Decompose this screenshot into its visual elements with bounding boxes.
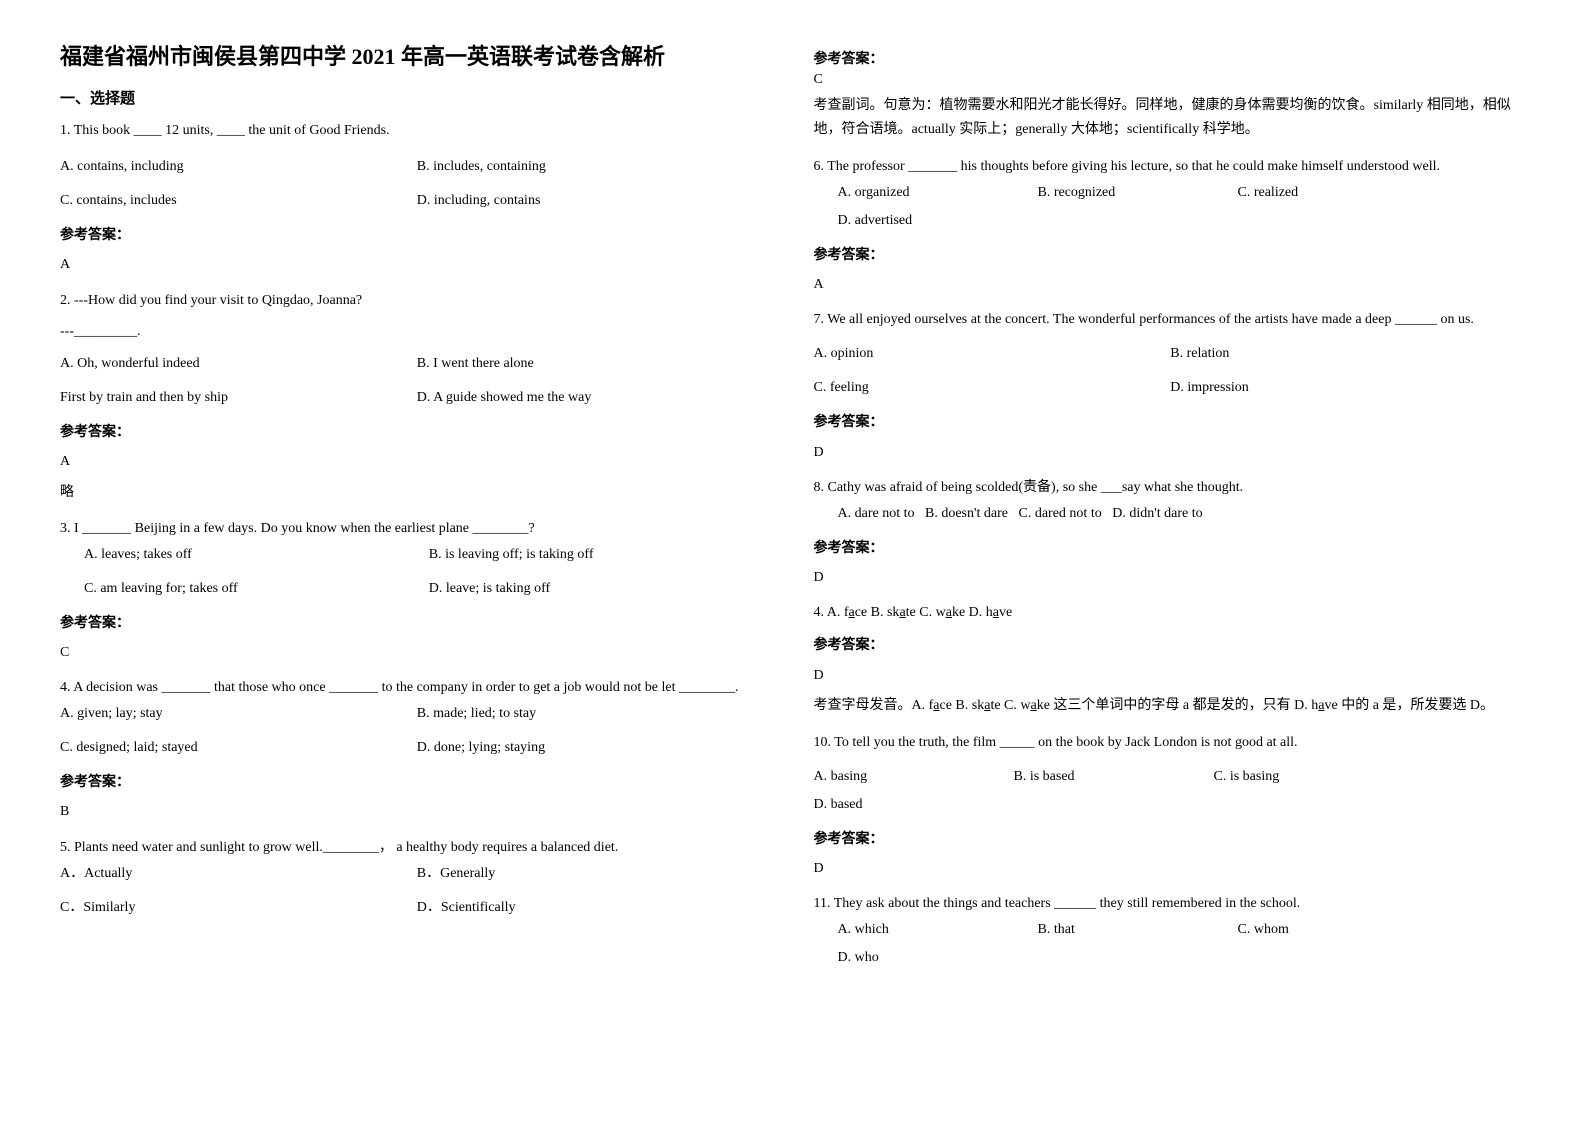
explanation: 考查副词。句意为：植物需要水和阳光才能长得好。同样地，健康的身体需要均衡的饮食。… <box>814 94 1528 142</box>
option-a: A. Oh, wonderful indeed <box>60 350 417 378</box>
question-6: 6. The professor _______ his thoughts be… <box>814 154 1528 298</box>
option-b: B. made; lied; to stay <box>417 700 774 728</box>
option-b: B. that <box>1038 916 1198 944</box>
option-a: A. given; lay; stay <box>60 700 417 728</box>
question-stem: 7. We all enjoyed ourselves at the conce… <box>814 307 1528 332</box>
option-d: D. including, contains <box>417 187 774 215</box>
answer-label: 参考答案： <box>814 827 1528 852</box>
section-heading: 一、选择题 <box>60 87 774 108</box>
answer-label: 参考答案： <box>60 611 774 636</box>
question-11: 11. They ask about the things and teache… <box>814 891 1528 972</box>
question-stem2: ---_________. <box>60 319 774 344</box>
answer-label: 参考答案： <box>814 410 1528 435</box>
option-c: C. am leaving for; takes off <box>84 575 429 603</box>
option-a: A. organized <box>838 179 998 207</box>
document-title: 福建省福州市闽侯县第四中学 2021 年高一英语联考试卷含解析 <box>60 40 774 73</box>
answer-value: A <box>60 252 774 277</box>
option-c: C. feeling <box>814 374 1171 402</box>
answer-value: D <box>814 440 1528 465</box>
option-b: B. includes, containing <box>417 153 774 181</box>
option-d: D．Scientifically <box>417 894 774 922</box>
question-9: 4. A. face B. skate C. wake D. have 参考答案… <box>814 600 1528 717</box>
option-d: D. advertised <box>838 207 998 235</box>
answer-label: 参考答案： <box>60 223 774 248</box>
option-a: A. which <box>838 916 998 944</box>
option-b: B. is leaving off; is taking off <box>429 541 774 569</box>
left-column: 福建省福州市闽侯县第四中学 2021 年高一英语联考试卷含解析 一、选择题 1.… <box>60 40 774 1082</box>
question-3: 3. I _______ Beijing in a few days. Do y… <box>60 516 774 666</box>
answer-value: D <box>814 856 1528 881</box>
option-c: C. dared not to <box>1019 506 1102 521</box>
option-c: C. whom <box>1238 916 1398 944</box>
option-a: A. contains, including <box>60 153 417 181</box>
option-d: D. who <box>838 944 998 972</box>
question-stem: 4. A. face B. skate C. wake D. have <box>814 600 1528 625</box>
option-c: C. realized <box>1238 179 1398 207</box>
option-c: C．Similarly <box>60 894 417 922</box>
option-d: D. A guide showed me the way <box>417 384 774 412</box>
right-column: 参考答案： C 考查副词。句意为：植物需要水和阳光才能长得好。同样地，健康的身体… <box>814 40 1528 1082</box>
question-8: 8. Cathy was afraid of being scolded(责备)… <box>814 475 1528 591</box>
option-d: D. based <box>814 791 974 819</box>
question-stem: 11. They ask about the things and teache… <box>814 891 1528 916</box>
answer-label: 参考答案： <box>60 420 774 445</box>
answer-label: 参考答案： <box>814 536 1528 561</box>
answer-label: 参考答案： <box>60 770 774 795</box>
option-a: A. leaves; takes off <box>84 541 429 569</box>
question-stem: 10. To tell you the truth, the film ____… <box>814 730 1528 755</box>
answer-label: 参考答案： <box>814 243 1528 268</box>
answer-value: C <box>60 640 774 665</box>
option-b: B. relation <box>1170 340 1527 368</box>
option-d: D. leave; is taking off <box>429 575 774 603</box>
question-stem: 8. Cathy was afraid of being scolded(责备)… <box>814 475 1528 500</box>
option-c: C. contains, includes <box>60 187 417 215</box>
option-b: B. I went there alone <box>417 350 774 378</box>
option-c: First by train and then by ship <box>60 384 417 412</box>
option-b: B. doesn't dare <box>925 506 1008 521</box>
answer-label: 参考答案： <box>814 48 1528 68</box>
question-10: 10. To tell you the truth, the film ____… <box>814 730 1528 882</box>
question-stem: 3. I _______ Beijing in a few days. Do y… <box>60 516 774 541</box>
option-c: C. designed; laid; stayed <box>60 734 417 762</box>
question-stem: 2. ---How did you find your visit to Qin… <box>60 288 774 313</box>
option-b: B. recognized <box>1038 179 1198 207</box>
answer-value: C <box>814 72 1528 88</box>
option-a: A. dare not to <box>838 506 915 521</box>
question-4: 4. A decision was _______ that those who… <box>60 675 774 825</box>
question-7: 7. We all enjoyed ourselves at the conce… <box>814 307 1528 465</box>
option-a: A. opinion <box>814 340 1171 368</box>
option-d: D. impression <box>1170 374 1527 402</box>
answer-label: 参考答案： <box>814 633 1528 658</box>
question-2: 2. ---How did you find your visit to Qin… <box>60 288 774 506</box>
option-b: B. is based <box>1014 763 1174 791</box>
question-stem: 1. This book ____ 12 units, ____ the uni… <box>60 118 774 143</box>
question-5: 5. Plants need water and sunlight to gro… <box>60 835 774 922</box>
answer-value: D <box>814 663 1528 688</box>
answer-value: B <box>60 799 774 824</box>
question-stem: 4. A decision was _______ that those who… <box>60 675 774 700</box>
answer-note: 略 <box>60 480 774 505</box>
explanation: 考查字母发音。A. face B. skate C. wake 这三个单词中的字… <box>814 694 1528 718</box>
option-d: D. done; lying; staying <box>417 734 774 762</box>
option-b: B．Generally <box>417 860 774 888</box>
option-a: A. basing <box>814 763 974 791</box>
answer-value: A <box>814 272 1528 297</box>
question-stem: 5. Plants need water and sunlight to gro… <box>60 835 774 860</box>
option-d: D. didn't dare to <box>1112 506 1202 521</box>
answer-value: D <box>814 565 1528 590</box>
option-a: A．Actually <box>60 860 417 888</box>
option-c: C. is basing <box>1214 763 1374 791</box>
question-stem: 6. The professor _______ his thoughts be… <box>814 154 1528 179</box>
question-1: 1. This book ____ 12 units, ____ the uni… <box>60 118 774 278</box>
answer-value: A <box>60 449 774 474</box>
